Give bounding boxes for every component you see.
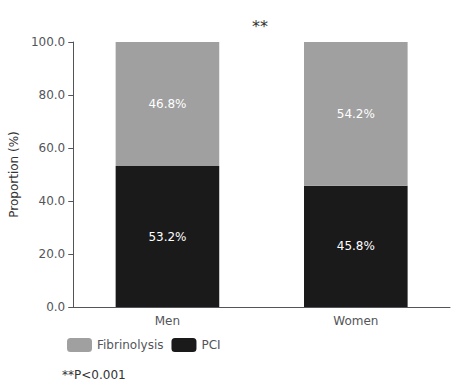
svg-text:53.2%: 53.2% — [148, 230, 186, 244]
svg-text:40.0: 40.0 — [39, 194, 66, 208]
svg-text:PCI: PCI — [201, 338, 220, 352]
svg-text:80.0: 80.0 — [39, 88, 66, 102]
svg-text:Fibrinolysis: Fibrinolysis — [97, 338, 163, 352]
svg-text:100.0: 100.0 — [31, 35, 65, 49]
svg-text:Women: Women — [333, 314, 378, 328]
svg-text:46.8%: 46.8% — [148, 97, 186, 111]
svg-text:60.0: 60.0 — [39, 141, 66, 155]
svg-text:Proportion (%): Proportion (%) — [7, 131, 21, 218]
svg-text:Men: Men — [155, 314, 180, 328]
svg-text:54.2%: 54.2% — [337, 107, 375, 121]
svg-text:**P<0.001: **P<0.001 — [62, 368, 126, 382]
svg-text:0.0: 0.0 — [46, 300, 65, 314]
svg-text:**: ** — [252, 17, 268, 36]
svg-text:45.8%: 45.8% — [337, 239, 375, 253]
svg-text:20.0: 20.0 — [39, 247, 66, 261]
